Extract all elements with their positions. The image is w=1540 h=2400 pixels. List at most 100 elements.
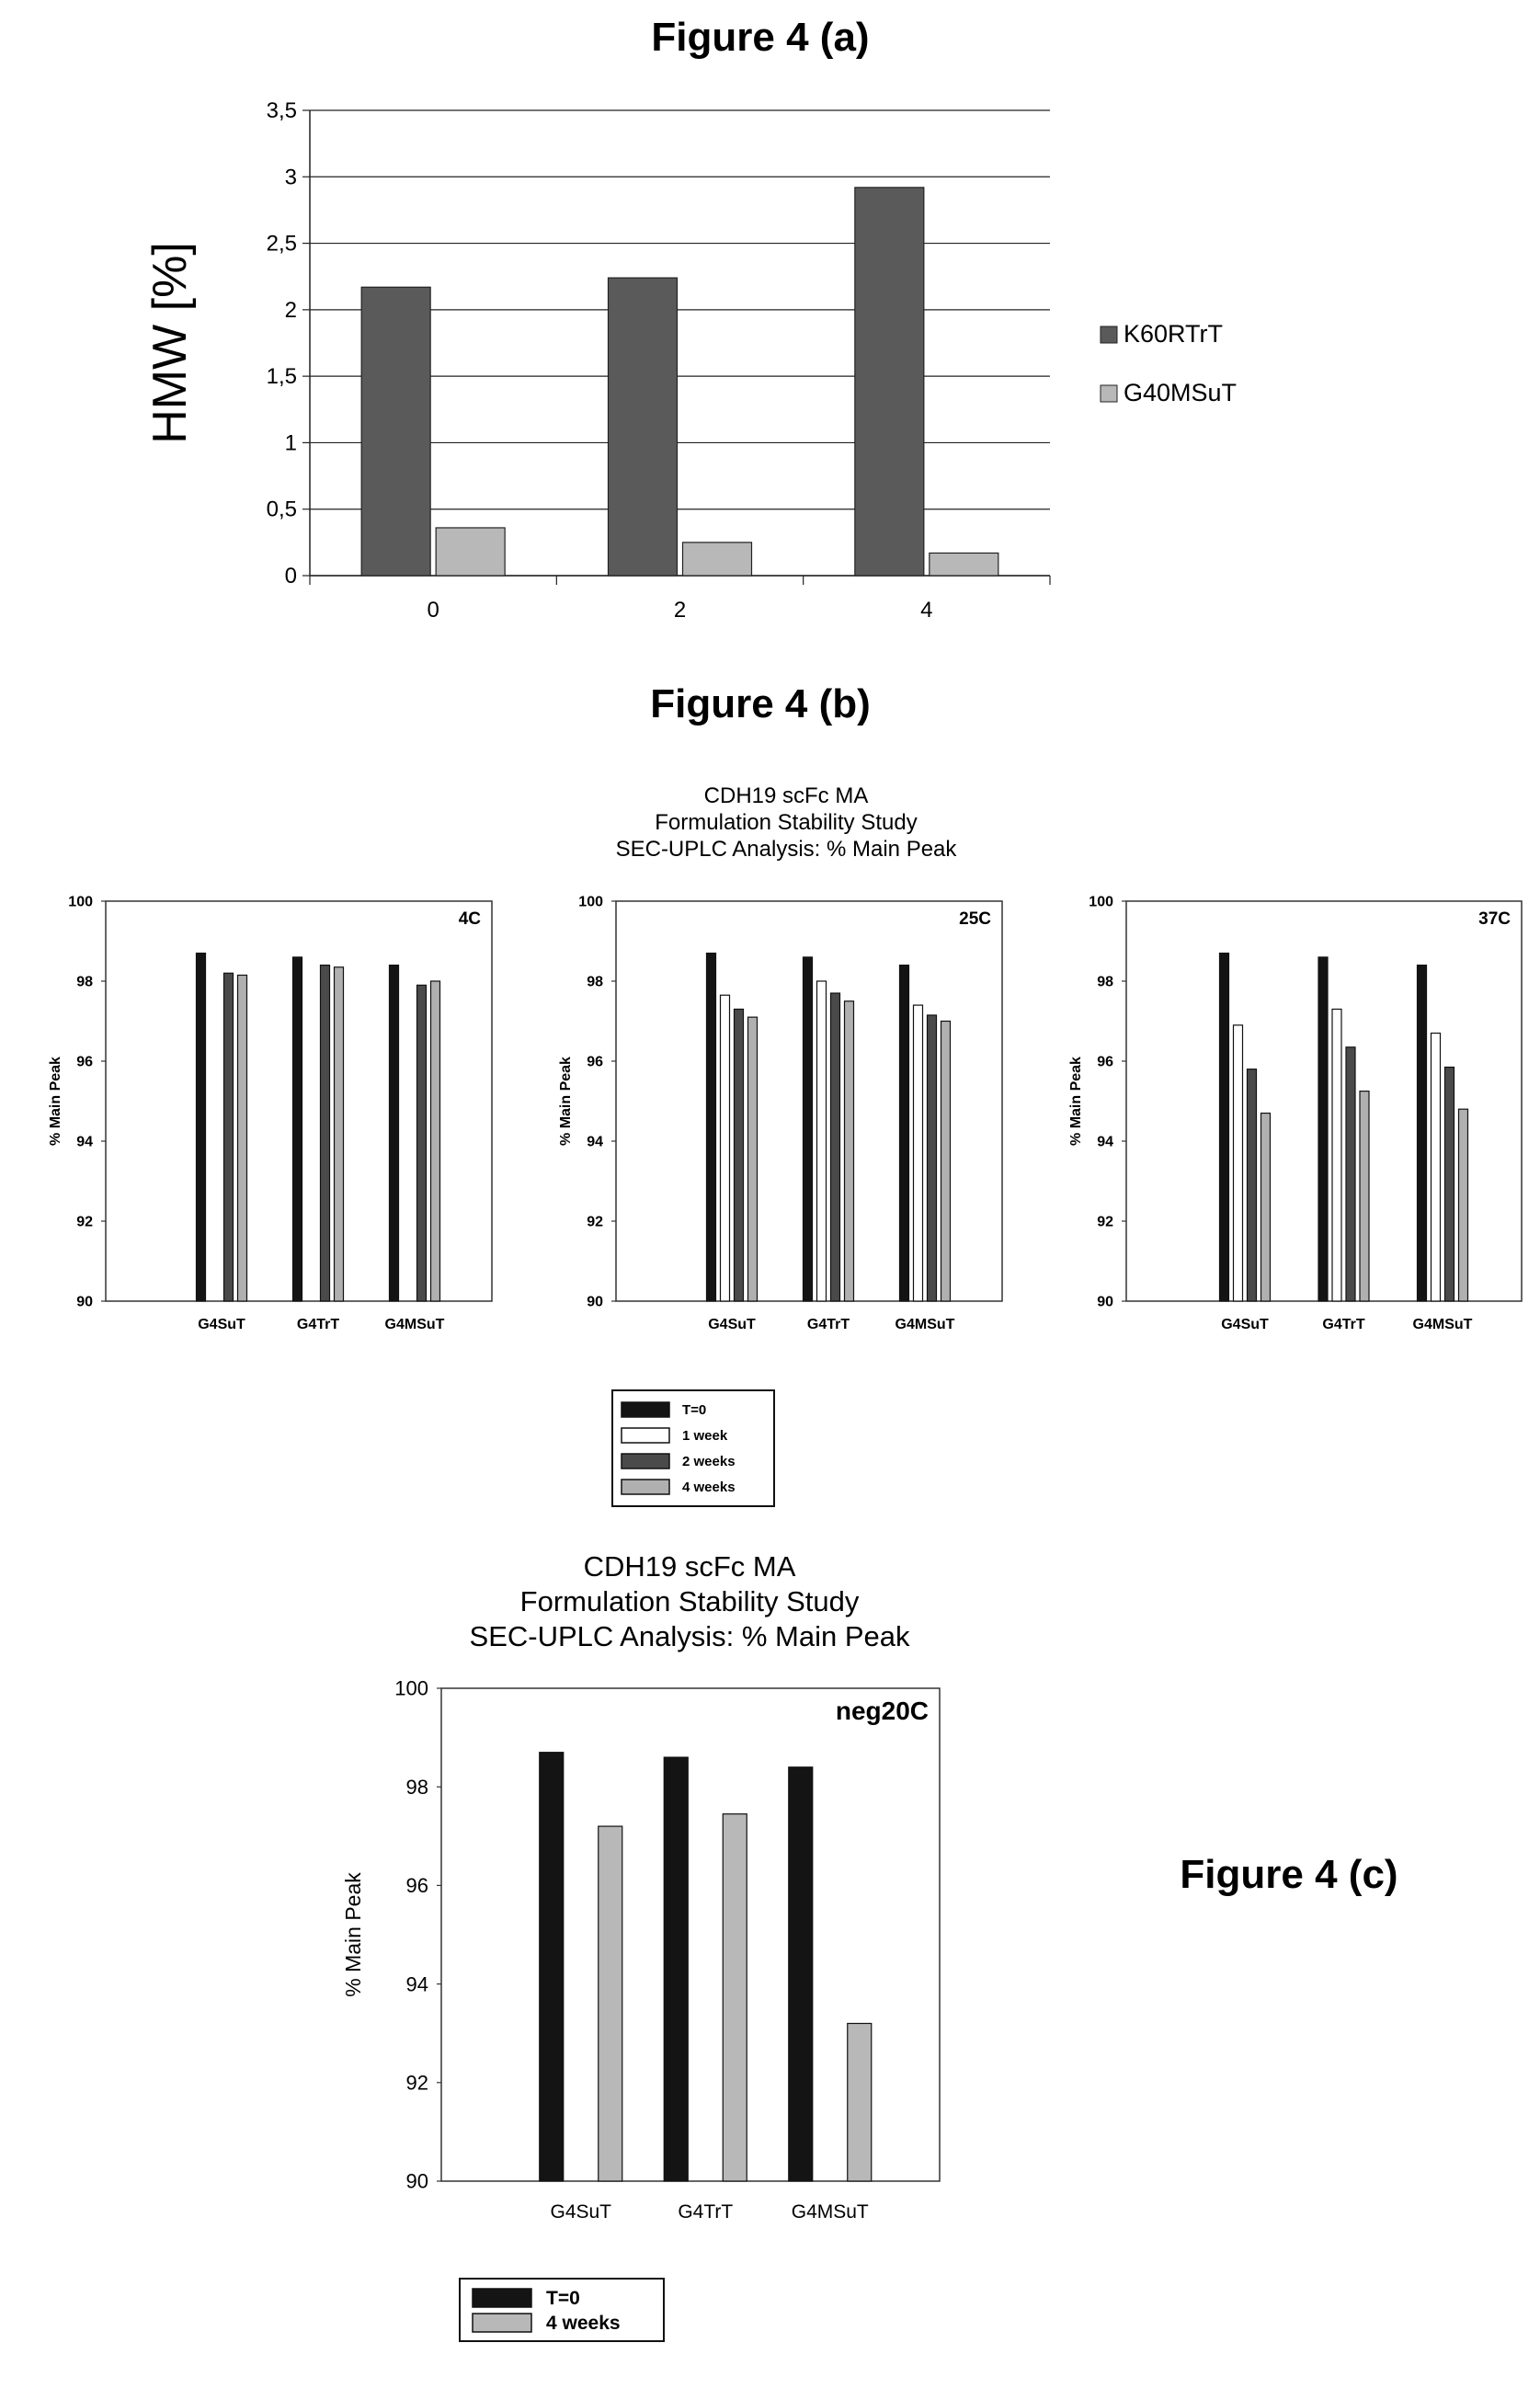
bar-K60RTrT (854, 187, 925, 577)
bar-T0 (663, 1756, 689, 2182)
legend-swatch (621, 1479, 670, 1495)
x-tick-label: G4SuT (198, 1317, 245, 1332)
bar-2-weeks (416, 984, 428, 1302)
section-c-title: CDH19 scFc MA Formulation Stability Stud… (470, 1550, 910, 1652)
bar-2-weeks (926, 1014, 938, 1302)
y-tick-label: 100 (68, 895, 93, 910)
bar-T0 (802, 956, 814, 1302)
y-tick-label: 96 (587, 1055, 603, 1070)
y-axis-label: % Main Peak (1068, 1057, 1084, 1146)
section-c-title-line: CDH19 scFc MA (584, 1550, 796, 1583)
x-tick-label: G4TrT (1322, 1317, 1364, 1332)
y-tick-label: 98 (587, 975, 603, 990)
y-tick-label: 3 (285, 165, 297, 189)
bar-4-weeks (1260, 1112, 1272, 1302)
y-tick-label: 0 (285, 564, 297, 589)
figure-4b-title: Figure 4 (b) (650, 681, 871, 726)
bar-4-weeks (236, 974, 248, 1302)
bar-T0 (788, 1766, 814, 2182)
bar-1-week (1232, 1024, 1244, 1302)
bar-1-week (719, 994, 731, 1302)
y-tick-label: 90 (1097, 1295, 1113, 1310)
x-tick-label: G4MSuT (385, 1317, 445, 1332)
bar-4-weeks (1457, 1108, 1469, 1302)
chart-main-peak-neg20c: 90 92 94 96 98 100 G4SuT G4TrT G4MSuT neg20C % Mai… (341, 1677, 941, 2223)
y-tick-label: 90 (76, 1295, 93, 1310)
legend-section-c: T=0 4 weeks (459, 2278, 665, 2342)
bar-4-weeks (940, 1020, 952, 1302)
y-tick-label: 1,5 (267, 364, 297, 389)
bar-K60RTrT (607, 277, 679, 577)
y-axis-label: % Main Peak (48, 1057, 63, 1146)
bar-2-weeks (222, 972, 234, 1302)
y-tick-label: 92 (1097, 1215, 1113, 1230)
y-tick-label: 1 (285, 430, 297, 455)
x-tick-label: G4MSuT (895, 1317, 955, 1332)
bar-2-weeks (319, 964, 331, 1302)
legend-label: K60RTrT (1124, 320, 1223, 348)
y-tick-label: 98 (76, 975, 93, 990)
section-c-title-line: SEC-UPLC Analysis: % Main Peak (470, 1620, 910, 1652)
legend-label: 4 weeks (546, 2313, 621, 2334)
legend-label: 4 weeks (682, 1480, 736, 1495)
y-tick-label: 94 (76, 1135, 93, 1150)
bar-4-weeks (722, 1813, 747, 2182)
bar-4-weeks (847, 2022, 873, 2182)
legend-swatch (621, 1453, 670, 1469)
bar-4-weeks (429, 980, 441, 1302)
legend-swatch (621, 1427, 670, 1444)
bar-T0 (291, 956, 303, 1302)
legend-label: T=0 (682, 1402, 706, 1418)
panel-label: 37C (1478, 909, 1511, 929)
y-tick-label: 94 (1097, 1135, 1113, 1150)
bar-4-weeks (333, 966, 345, 1302)
bar-T0 (1416, 964, 1428, 1302)
y-tick-label: 96 (1097, 1055, 1113, 1070)
bar-2-weeks (1443, 1066, 1455, 1302)
y-tick-label: 94 (587, 1135, 603, 1150)
bar-1-week (816, 980, 827, 1302)
figure-4c-title: Figure 4 (c) (1180, 1852, 1397, 1897)
x-tick-label: G4TrT (297, 1317, 339, 1332)
y-tick-label: 92 (406, 2072, 428, 2095)
bar-K60RTrT (360, 286, 431, 577)
bar-2-weeks (1246, 1069, 1258, 1302)
legend-label: 1 week (682, 1428, 728, 1444)
figure-4a-title: Figure 4 (a) (651, 15, 869, 60)
x-tick-label: G4SuT (1221, 1317, 1269, 1332)
section-b-title-line: Formulation Stability Study (655, 810, 917, 835)
legend-swatch (1100, 384, 1118, 403)
panel-label: 4C (459, 909, 482, 929)
x-tick-label: 2 (674, 598, 686, 623)
x-tick-label: G4TrT (807, 1317, 850, 1332)
legend-swatch (621, 1401, 670, 1418)
y-tick-label: 100 (1089, 895, 1113, 910)
legend-swatch (472, 2313, 532, 2333)
bar-4-weeks (747, 1016, 759, 1302)
chart-hmw: 0 0,5 1 1,5 2 2,5 3 3,5 0 2 4 HMW [%] (143, 98, 1051, 623)
section-b-title-line: SEC-UPLC Analysis: % Main Peak (616, 837, 958, 862)
y-axis-label: % Main Peak (558, 1057, 574, 1146)
y-axis-label: % Main Peak (341, 1872, 365, 1997)
y-tick-label: 100 (394, 1677, 428, 1700)
legend-hmw: K60RTrT G40MSuT (1100, 320, 1237, 406)
y-tick-label: 96 (406, 1874, 428, 1897)
section-b-title: CDH19 scFc MA Formulation Stability Stud… (616, 783, 958, 862)
chart-main-peak-4c: 90 92 94 96 98 100 G4SuT G4TrT G4MSuT 4C % Main Pe… (48, 895, 493, 1332)
bar-T0 (539, 1752, 565, 2182)
y-tick-label: 0,5 (267, 497, 297, 522)
chart-main-peak-25c: 90 92 94 96 98 100 G4SuT G4TrT G4MSuT 25C % Main P… (558, 895, 1003, 1332)
bar-G40MSuT (929, 552, 999, 577)
chart-main-peak-37c: 90 92 94 96 98 100 G4SuT G4TrT G4MSuT 37C % Main P… (1068, 895, 1523, 1332)
y-tick-label: 96 (76, 1055, 93, 1070)
x-tick-label: G4SuT (708, 1317, 756, 1332)
legend-swatch (1100, 326, 1118, 344)
y-tick-label: 98 (1097, 975, 1113, 990)
y-tick-label: 90 (406, 2170, 428, 2193)
bar-T0 (1318, 956, 1329, 1302)
x-tick-label: 4 (920, 598, 932, 623)
bar-G40MSuT (435, 527, 506, 577)
bar-2-weeks (733, 1008, 745, 1302)
panel-label: neg20C (836, 1697, 929, 1725)
bar-T0 (705, 952, 717, 1302)
